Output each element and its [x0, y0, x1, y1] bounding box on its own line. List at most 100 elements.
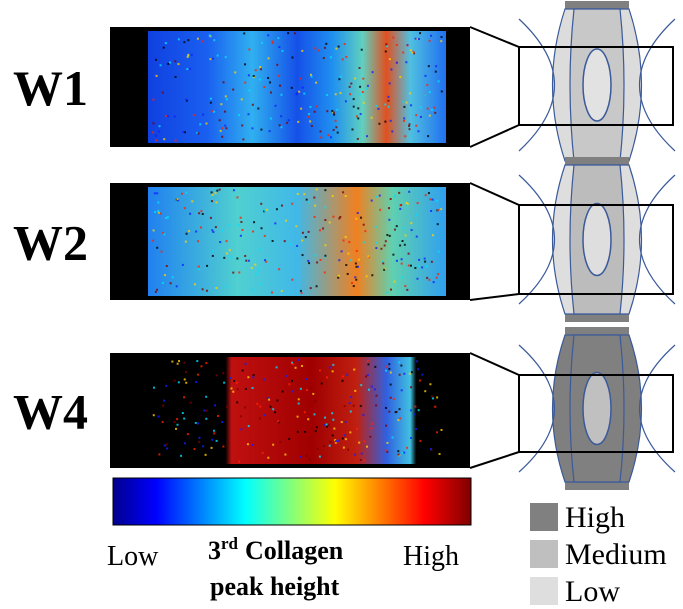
speckle — [345, 236, 347, 238]
speckle — [152, 122, 154, 124]
speckle — [339, 216, 341, 218]
speckle — [282, 50, 284, 52]
speckle — [375, 404, 377, 406]
speckle — [400, 365, 402, 367]
speckle — [350, 259, 352, 261]
speckle — [277, 420, 279, 422]
speckle — [172, 276, 174, 278]
speckle — [267, 457, 269, 459]
speckle — [421, 374, 423, 376]
speckle — [319, 130, 321, 132]
speckle — [343, 239, 345, 241]
speckle — [383, 269, 385, 271]
speckle — [439, 453, 441, 455]
speckle — [295, 367, 297, 369]
speckle — [183, 418, 185, 420]
speckle — [213, 430, 215, 432]
speckle — [240, 428, 242, 430]
speckle — [291, 203, 293, 205]
speckle — [441, 90, 443, 92]
title-word: Collagen — [245, 536, 344, 565]
speckle — [248, 74, 250, 76]
speckle — [388, 368, 390, 370]
speckle — [241, 229, 243, 231]
speckle — [188, 230, 190, 232]
speckle — [399, 244, 401, 246]
speckle — [437, 223, 439, 225]
speckle — [280, 115, 282, 117]
speckle — [362, 414, 364, 416]
speckle — [152, 240, 154, 242]
speckle — [228, 224, 230, 226]
speckle — [240, 217, 242, 219]
legend-swatch — [530, 503, 558, 531]
speckle — [167, 63, 169, 65]
speckle — [335, 120, 337, 122]
speckle — [438, 80, 440, 82]
speckle — [308, 231, 310, 233]
speckle — [212, 194, 214, 196]
heatmap — [148, 31, 446, 143]
speckle — [402, 240, 404, 242]
speckle — [253, 374, 255, 376]
speckle — [288, 119, 290, 121]
speckle — [221, 421, 223, 423]
speckle — [397, 419, 399, 421]
speckle — [324, 271, 326, 273]
speckle — [288, 383, 290, 385]
speckle — [230, 256, 232, 258]
speckle — [301, 365, 303, 367]
speckle — [309, 106, 311, 108]
speckle — [324, 417, 326, 419]
speckle — [216, 440, 218, 442]
speckle — [335, 440, 337, 442]
speckle — [428, 65, 430, 67]
speckle — [281, 205, 283, 207]
speckle — [390, 372, 392, 374]
speckle — [409, 128, 411, 130]
speckle — [169, 62, 171, 64]
speckle — [194, 448, 196, 450]
speckle — [217, 415, 219, 417]
speckle — [341, 421, 343, 423]
speckle — [158, 453, 160, 455]
speckle — [183, 41, 185, 43]
speckle — [205, 418, 207, 420]
speckle — [158, 416, 160, 418]
speckle — [276, 208, 278, 210]
speckle — [171, 361, 173, 363]
speckle — [211, 191, 213, 193]
speckle — [432, 234, 434, 236]
speckle — [236, 196, 238, 198]
speckle — [162, 282, 164, 284]
speckle — [406, 102, 408, 104]
speckle — [183, 396, 185, 398]
speckle — [392, 437, 394, 439]
speckle — [369, 436, 371, 438]
speckle — [197, 38, 199, 40]
speckle — [357, 107, 359, 109]
speckle — [440, 429, 442, 431]
speckle — [280, 126, 282, 128]
figure: W1W2W4 Low High 3rdCollagen peak height … — [0, 0, 683, 609]
speckle — [410, 265, 412, 267]
speckle — [175, 140, 177, 142]
speckle — [212, 58, 214, 60]
speckle — [430, 35, 432, 37]
speckle — [255, 273, 257, 275]
speckle — [394, 195, 396, 197]
colorbar-high: High — [403, 541, 459, 572]
speckle — [371, 385, 373, 387]
speckle — [232, 89, 234, 91]
panel-label: W1 — [13, 60, 88, 116]
speckle — [274, 222, 276, 224]
speckle — [431, 395, 433, 397]
speckle — [343, 447, 345, 449]
speckle — [399, 408, 401, 410]
speckle — [347, 273, 349, 275]
speckle — [430, 448, 432, 450]
speckle — [156, 75, 158, 77]
speckle — [354, 77, 356, 79]
speckle — [222, 372, 224, 374]
